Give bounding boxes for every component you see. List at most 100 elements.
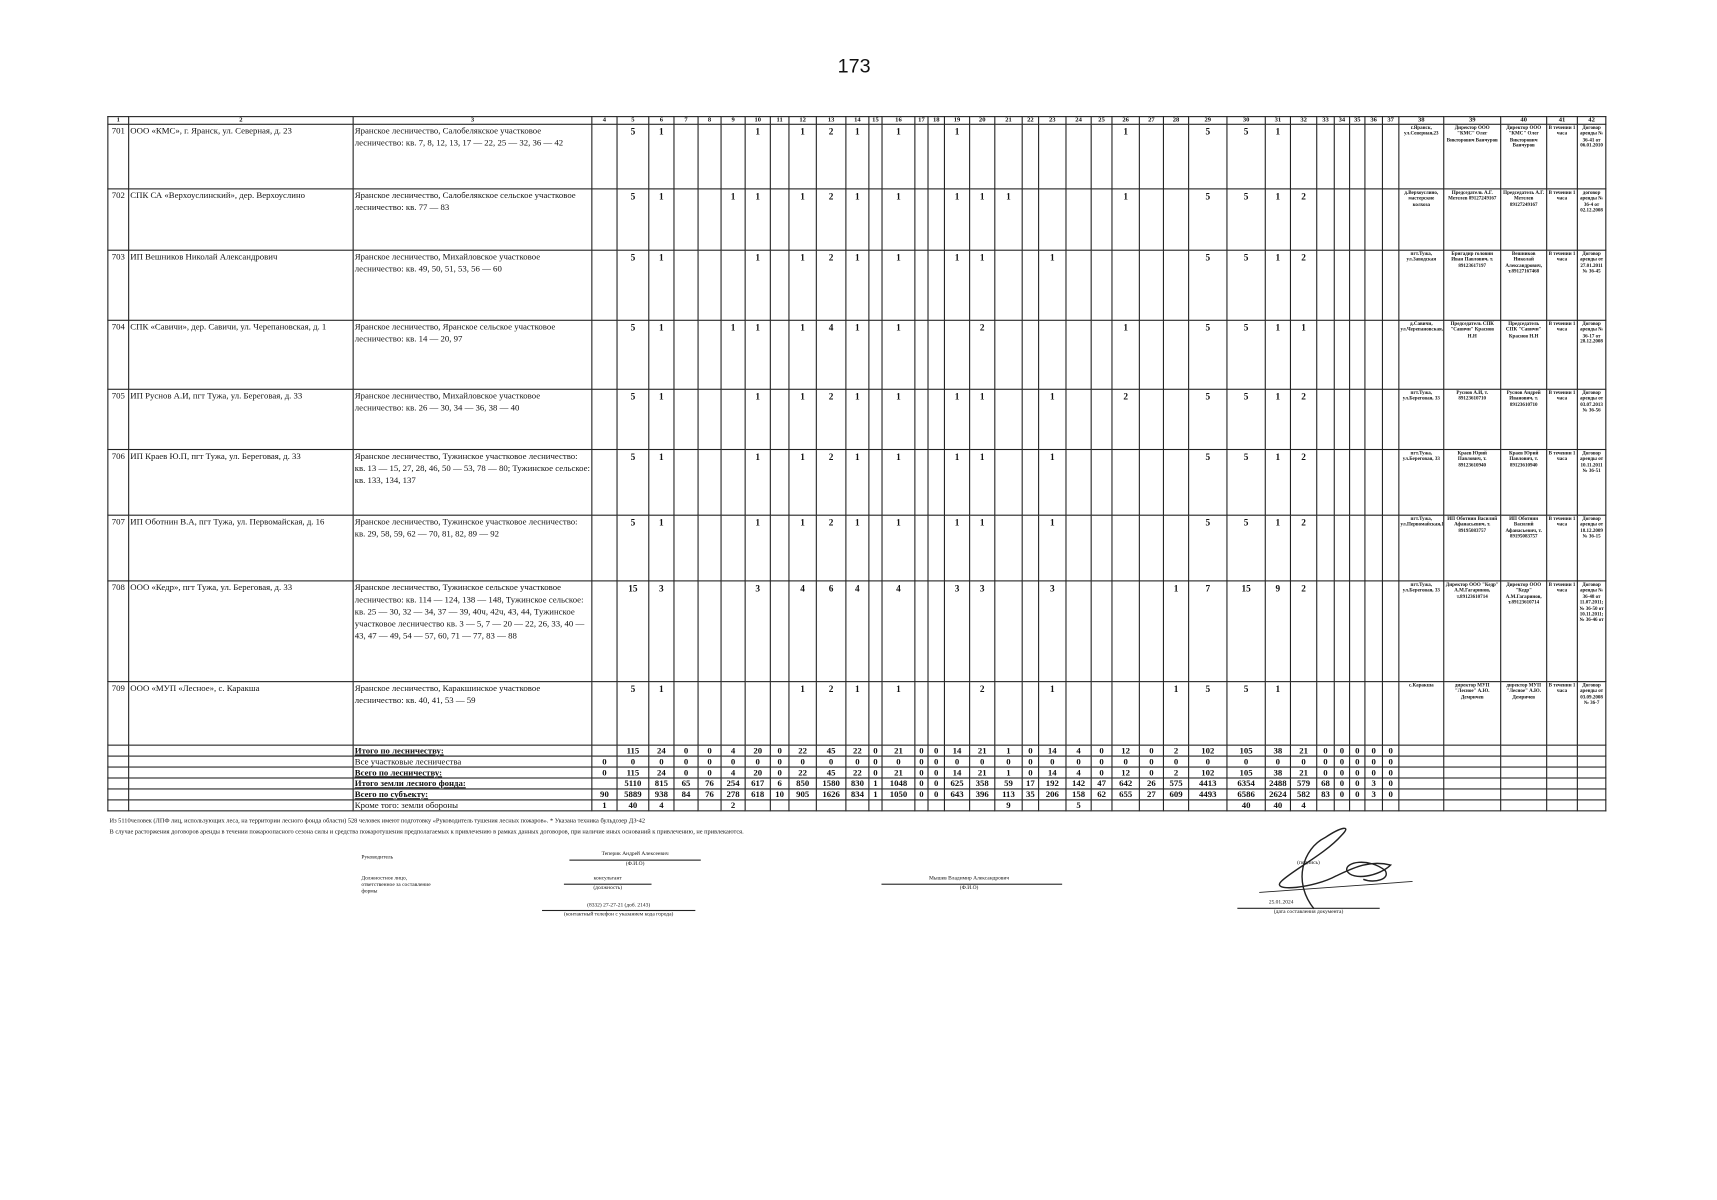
value-cell (1065, 448, 1092, 516)
totals-value: 905 (788, 788, 817, 801)
totals-value: 1 (868, 777, 883, 790)
column-number: 30 (1226, 116, 1266, 125)
value-cell: 5 (616, 188, 650, 251)
value-cell (994, 249, 1023, 321)
value-cell (591, 514, 618, 582)
totals-value: 142 (1065, 777, 1092, 790)
value-cell (914, 249, 929, 321)
value-cell (720, 580, 746, 683)
empty-cell (1500, 744, 1548, 757)
totals-value: 76 (697, 777, 722, 790)
value-cell: 5 (616, 123, 650, 190)
value-cell (1138, 580, 1164, 683)
value-cell: 5 (1188, 123, 1228, 190)
value-cell: 1 (1264, 514, 1292, 582)
totals-value (1364, 799, 1383, 812)
value-cell (673, 319, 699, 390)
totals-value: 0 (1333, 766, 1351, 779)
totals-value: 38 (1264, 766, 1292, 779)
empty-cell (1443, 755, 1502, 768)
table-row: 702 СПК СА «Верхоуслинский», дер. Верхоус… (107, 188, 1607, 251)
value-cell (927, 249, 945, 321)
totals-value: 115 (616, 744, 650, 757)
totals-row: Кроме того: земли обороны 1 40 4 2 9 5 40 40 4 (107, 799, 1607, 812)
totals-value: 113 (994, 788, 1023, 801)
value-cell: 5 (616, 681, 650, 746)
organization-cell: ИП Руснов А.И, пгт Тужа, ул. Береговая, … (128, 388, 354, 451)
forest-area-cell: Яранское лесничество, Каракшинское участ… (352, 681, 593, 746)
empty-cell (128, 799, 354, 812)
totals-value: 14 (943, 766, 971, 779)
value-cell: 2 (815, 249, 847, 321)
table-row: 704 СПК «Савичи», дер. Савичи, ул. Черепа… (107, 319, 1607, 390)
value-cell: 1 (943, 188, 971, 251)
responsible-name: Мышев Владимир Александрович (928, 876, 1010, 882)
value-cell (1021, 388, 1040, 451)
totals-value: 4 (1289, 799, 1318, 812)
totals-value: 0 (1316, 755, 1335, 768)
totals-value: 2 (1162, 766, 1190, 779)
value-cell (1065, 514, 1092, 582)
organization-cell: ИП Вешников Николай Александрович (128, 249, 354, 321)
totals-value: 2 (720, 799, 746, 812)
totals-value: 105 (1226, 766, 1266, 779)
value-cell: 1 (744, 188, 771, 251)
value-cell: 1 (744, 123, 771, 190)
value-cell: 5 (1188, 249, 1228, 321)
totals-value: 20 (744, 766, 771, 779)
totals-value: 0 (769, 766, 790, 779)
column-number: 20 (969, 116, 996, 125)
totals-value: 59 (994, 777, 1023, 790)
forest-area-cell: Яранское лесничество, Салобелякское сель… (352, 188, 593, 251)
value-cell (1090, 188, 1113, 251)
value-cell: 1 (881, 388, 916, 451)
totals-value: 24 (648, 744, 675, 757)
column-number: 13 (815, 116, 847, 125)
value-cell: 6 (815, 580, 847, 683)
value-cell (1138, 188, 1164, 251)
totals-value (591, 777, 618, 790)
column-number: 16 (881, 116, 916, 125)
value-cell (591, 123, 618, 190)
empty-cell (1398, 777, 1445, 790)
totals-value: 0 (943, 755, 971, 768)
value-cell: 5 (1226, 681, 1266, 746)
totals-value: 68 (1316, 777, 1335, 790)
totals-value: 4 (1065, 766, 1092, 779)
value-cell (868, 388, 883, 451)
value-cell: 1 (1038, 388, 1067, 451)
value-cell (1316, 580, 1335, 683)
value-cell (943, 319, 971, 390)
info-cell-c38: пгт.Тужа, ул.Береговая, 33 (1398, 448, 1445, 516)
value-cell (1111, 580, 1140, 683)
value-cell: 3 (744, 580, 771, 683)
value-cell: 1 (1038, 681, 1067, 746)
totals-value (1381, 799, 1400, 812)
info-cell-c41: В течении 1 часа (1546, 580, 1578, 683)
value-cell: 5 (616, 388, 650, 451)
value-cell (1162, 319, 1190, 390)
info-cell-c40: Краев Юрий Павлович, т. 89123610940 (1500, 448, 1548, 516)
totals-value: 4 (648, 799, 675, 812)
forest-area-cell: Яранское лесничество, Тужинское сельское… (352, 580, 593, 683)
totals-value: 0 (914, 766, 929, 779)
value-cell (673, 514, 699, 582)
totals-value: 102 (1188, 744, 1228, 757)
value-cell (591, 319, 618, 390)
totals-value: 0 (673, 744, 699, 757)
totals-value: 0 (1381, 788, 1400, 801)
head-name: Теперик Андрей Алексеевич (601, 851, 669, 858)
totals-value: 0 (914, 788, 929, 801)
value-cell: 1 (648, 448, 675, 516)
value-cell (1364, 319, 1383, 390)
totals-value: 21 (1289, 744, 1318, 757)
totals-value: 1 (591, 799, 618, 812)
value-cell (697, 580, 722, 683)
value-cell: 1 (881, 681, 916, 746)
totals-value: 0 (881, 755, 916, 768)
totals-value: 14 (943, 744, 971, 757)
empty-cell (1443, 799, 1502, 812)
phone-caption: (контактный телефон с указанием кода гор… (564, 912, 674, 918)
totals-value: 0 (616, 755, 650, 768)
totals-value: 22 (788, 766, 817, 779)
